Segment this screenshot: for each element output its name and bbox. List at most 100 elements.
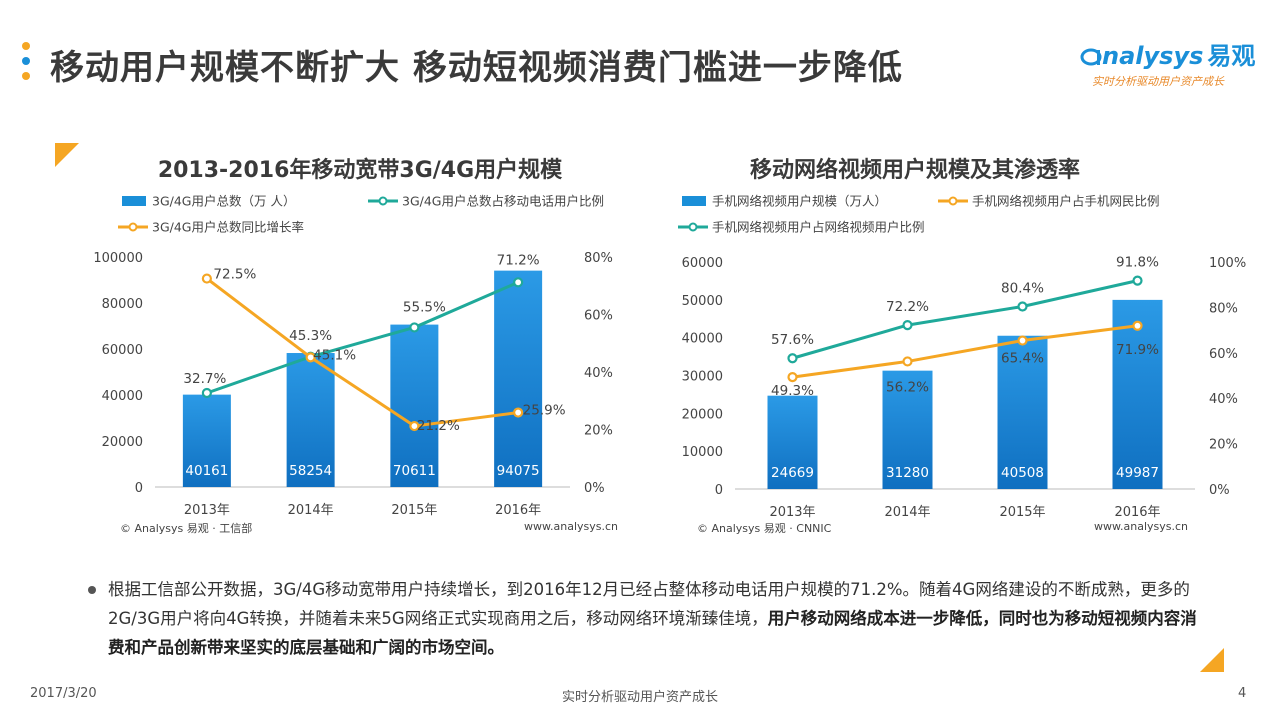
bar-value-label: 40161 [185, 463, 228, 479]
title-dots [22, 42, 30, 87]
bar-value-label: 49987 [1116, 465, 1159, 481]
legend-label: 3G/4G用户总数（万 人） [152, 194, 295, 209]
bar-value-label: 94075 [497, 463, 540, 479]
series-point [902, 320, 913, 331]
chart-mobile-video-users: 手机网络视频用户规模（万人） 手机网络视频用户占手机网民比例手机网络视频用户占网络… [678, 194, 1246, 535]
y-right-tick-label: 60% [584, 309, 613, 324]
y-left-tick-label: 0 [715, 483, 723, 498]
title-dot [22, 57, 30, 65]
logo-a-icon [1080, 48, 1102, 66]
y-left-tick-label: 40000 [682, 332, 723, 347]
summary-bullet: 根据工信部公开数据，3G/4G移动宽带用户持续增长，到2016年12月已经占整体… [88, 575, 1198, 662]
bar [997, 335, 1048, 489]
chart-site: www.analysys.cn [1094, 520, 1188, 533]
y-right-tick-label: 40% [1209, 392, 1238, 407]
point-value-label: 72.2% [886, 299, 929, 315]
x-tick-label: 2015年 [999, 505, 1045, 520]
y-left-tick-label: 20000 [102, 435, 143, 450]
legend-swatch-bar [122, 196, 146, 206]
legend-swatch-marker [378, 196, 388, 206]
x-tick-label: 2014年 [288, 503, 334, 518]
y-left-tick-label: 30000 [682, 370, 723, 385]
series-point [787, 371, 798, 383]
logo: nalysys 易观 实时分析驱动用户资产成长 [1080, 36, 1260, 89]
footer-date: 2017/3/20 [30, 686, 97, 701]
legend-label: 手机网络视频用户规模（万人） [712, 194, 887, 209]
series-line [205, 277, 519, 428]
y-right-tick-label: 0% [1209, 483, 1230, 498]
point-value-label: 80.4% [1001, 280, 1044, 296]
bar-value-label: 58254 [289, 463, 332, 479]
bar [882, 370, 933, 489]
corner-triangle-decoration [1200, 648, 1224, 672]
y-left-tick-label: 60000 [682, 256, 723, 271]
y-right-tick-label: 0% [584, 481, 605, 496]
x-tick-label: 2014年 [884, 505, 930, 520]
bar [182, 394, 231, 487]
y-left-tick-label: 80000 [102, 297, 143, 312]
bar-value-label: 31280 [886, 465, 929, 481]
series-point [201, 387, 212, 399]
legend-label: 手机网络视频用户占网络视频用户比例 [712, 220, 925, 235]
x-tick-label: 2015年 [391, 503, 437, 518]
bar-value-label: 24669 [771, 465, 814, 481]
bar-value-label: 40508 [1001, 465, 1044, 481]
chart-title-right: 移动网络视频用户规模及其渗透率 [749, 158, 1080, 183]
bar-value-label: 70611 [393, 463, 436, 479]
y-left-tick-label: 100000 [93, 251, 143, 266]
summary-text: 根据工信部公开数据，3G/4G移动宽带用户持续增长，到2016年12月已经占整体… [108, 575, 1198, 662]
chart-site: www.analysys.cn [524, 520, 618, 533]
legend-swatch-marker [948, 196, 958, 206]
bar [286, 353, 335, 487]
point-value-label: 71.9% [1116, 342, 1159, 358]
series-line [206, 280, 519, 395]
y-left-tick-label: 10000 [682, 445, 723, 460]
y-left-tick-label: 20000 [682, 407, 723, 422]
legend-swatch-bar [682, 196, 706, 206]
y-left-tick-label: 50000 [682, 294, 723, 309]
point-value-label: 21.2% [417, 418, 460, 434]
series-point [305, 352, 316, 363]
y-right-tick-label: 20% [584, 424, 613, 439]
y-right-tick-label: 80% [1209, 301, 1238, 316]
series-point [902, 356, 913, 367]
series-point [409, 322, 420, 333]
bar [767, 395, 818, 489]
y-right-tick-label: 100% [1209, 256, 1246, 271]
page-title: 移动用户规模不断扩大 移动短视频消费门槛进一步降低 [50, 48, 903, 88]
point-value-label: 32.7% [183, 371, 226, 387]
bullet-dot [88, 586, 96, 594]
footer-slogan: 实时分析驱动用户资产成长 [561, 690, 718, 705]
point-value-label: 65.4% [1001, 351, 1044, 367]
legend-label: 3G/4G用户总数占移动电话用户比例 [402, 194, 604, 209]
series-line [792, 279, 1138, 360]
point-value-label: 71.2% [497, 252, 540, 268]
logo-brand-text: nalysys [1102, 42, 1204, 70]
logo-slogan: 实时分析驱动用户资产成长 [1092, 75, 1224, 88]
bar [1112, 299, 1163, 489]
logo-brand: nalysys 易观 [1080, 36, 1260, 71]
title-dot [22, 42, 30, 50]
series-point [1017, 335, 1028, 346]
chart-title-left: 2013-2016年移动宽带3G/4G用户规模 [157, 158, 563, 183]
series-point [513, 407, 524, 418]
legend-label: 3G/4G用户总数同比增长率 [152, 220, 304, 235]
bar [494, 270, 543, 487]
y-left-tick-label: 60000 [102, 343, 143, 358]
y-left-tick-label: 40000 [102, 389, 143, 404]
chart-source: © Analysys 易观 · 工信部 [120, 521, 252, 535]
series-line [792, 324, 1138, 379]
logo-brand-cn: 易观 [1207, 42, 1256, 70]
point-value-label: 56.2% [886, 379, 929, 395]
y-right-tick-label: 40% [584, 366, 613, 381]
y-right-tick-label: 80% [584, 251, 613, 266]
series-point [787, 353, 798, 364]
chart-broadband-users: 3G/4G用户总数（万 人） 3G/4G用户总数占移动电话用户比例 3G/4G用户总… [93, 194, 618, 536]
y-right-tick-label: 60% [1209, 347, 1238, 362]
point-value-label: 25.9% [523, 403, 566, 419]
series-point [1132, 275, 1143, 286]
x-tick-label: 2016年 [1114, 505, 1160, 520]
point-value-label: 55.5% [403, 299, 446, 315]
point-value-label: 72.5% [213, 267, 256, 283]
series-point [1132, 320, 1143, 331]
